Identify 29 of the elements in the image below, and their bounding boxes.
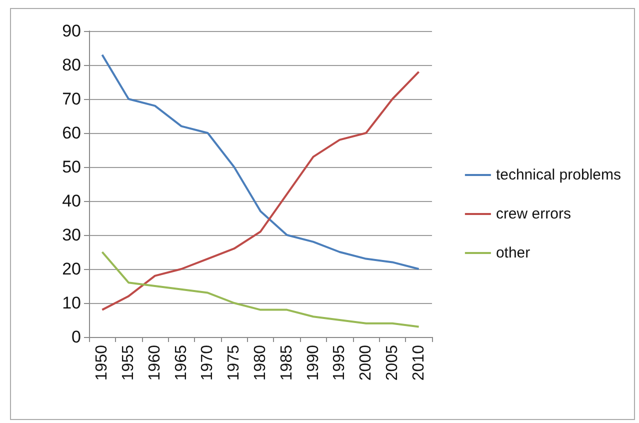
x-tick-label: 1995 <box>331 344 348 381</box>
x-tick-label: 1980 <box>252 344 269 381</box>
x-tick-label: 2000 <box>358 344 375 381</box>
line-series <box>101 54 420 270</box>
x-tick-label: 1975 <box>226 344 243 381</box>
x-tick-label: 1985 <box>278 344 296 381</box>
line-series <box>101 70 420 311</box>
y-tick-label: 20 <box>62 260 81 278</box>
x-tick-label: 1955 <box>120 344 138 381</box>
x-tick-label: 1950 <box>94 344 111 381</box>
x-tick-label: 1965 <box>172 344 190 381</box>
x-tick-label: 1990 <box>304 344 322 381</box>
legend-label: other <box>496 244 530 262</box>
legend-label: technical problems <box>496 166 621 184</box>
y-tick-label: 40 <box>62 192 81 210</box>
y-tick-label: 80 <box>62 56 81 74</box>
x-tick-label: 2010 <box>410 344 428 381</box>
y-tick-label: 60 <box>62 124 81 142</box>
x-tick-label: 1970 <box>199 344 216 381</box>
x-tick-label: 1960 <box>146 344 164 381</box>
y-tick-label: 10 <box>62 294 81 312</box>
x-tick-label: 2005 <box>384 344 401 381</box>
line-series <box>101 251 420 328</box>
legend-label: crew errors <box>496 206 571 222</box>
y-tick-label: 90 <box>62 22 81 40</box>
y-tick-label: 30 <box>62 226 81 244</box>
y-tick-label: 70 <box>62 90 81 108</box>
y-tick-label: 0 <box>72 328 81 346</box>
y-tick-label: 50 <box>62 158 81 176</box>
